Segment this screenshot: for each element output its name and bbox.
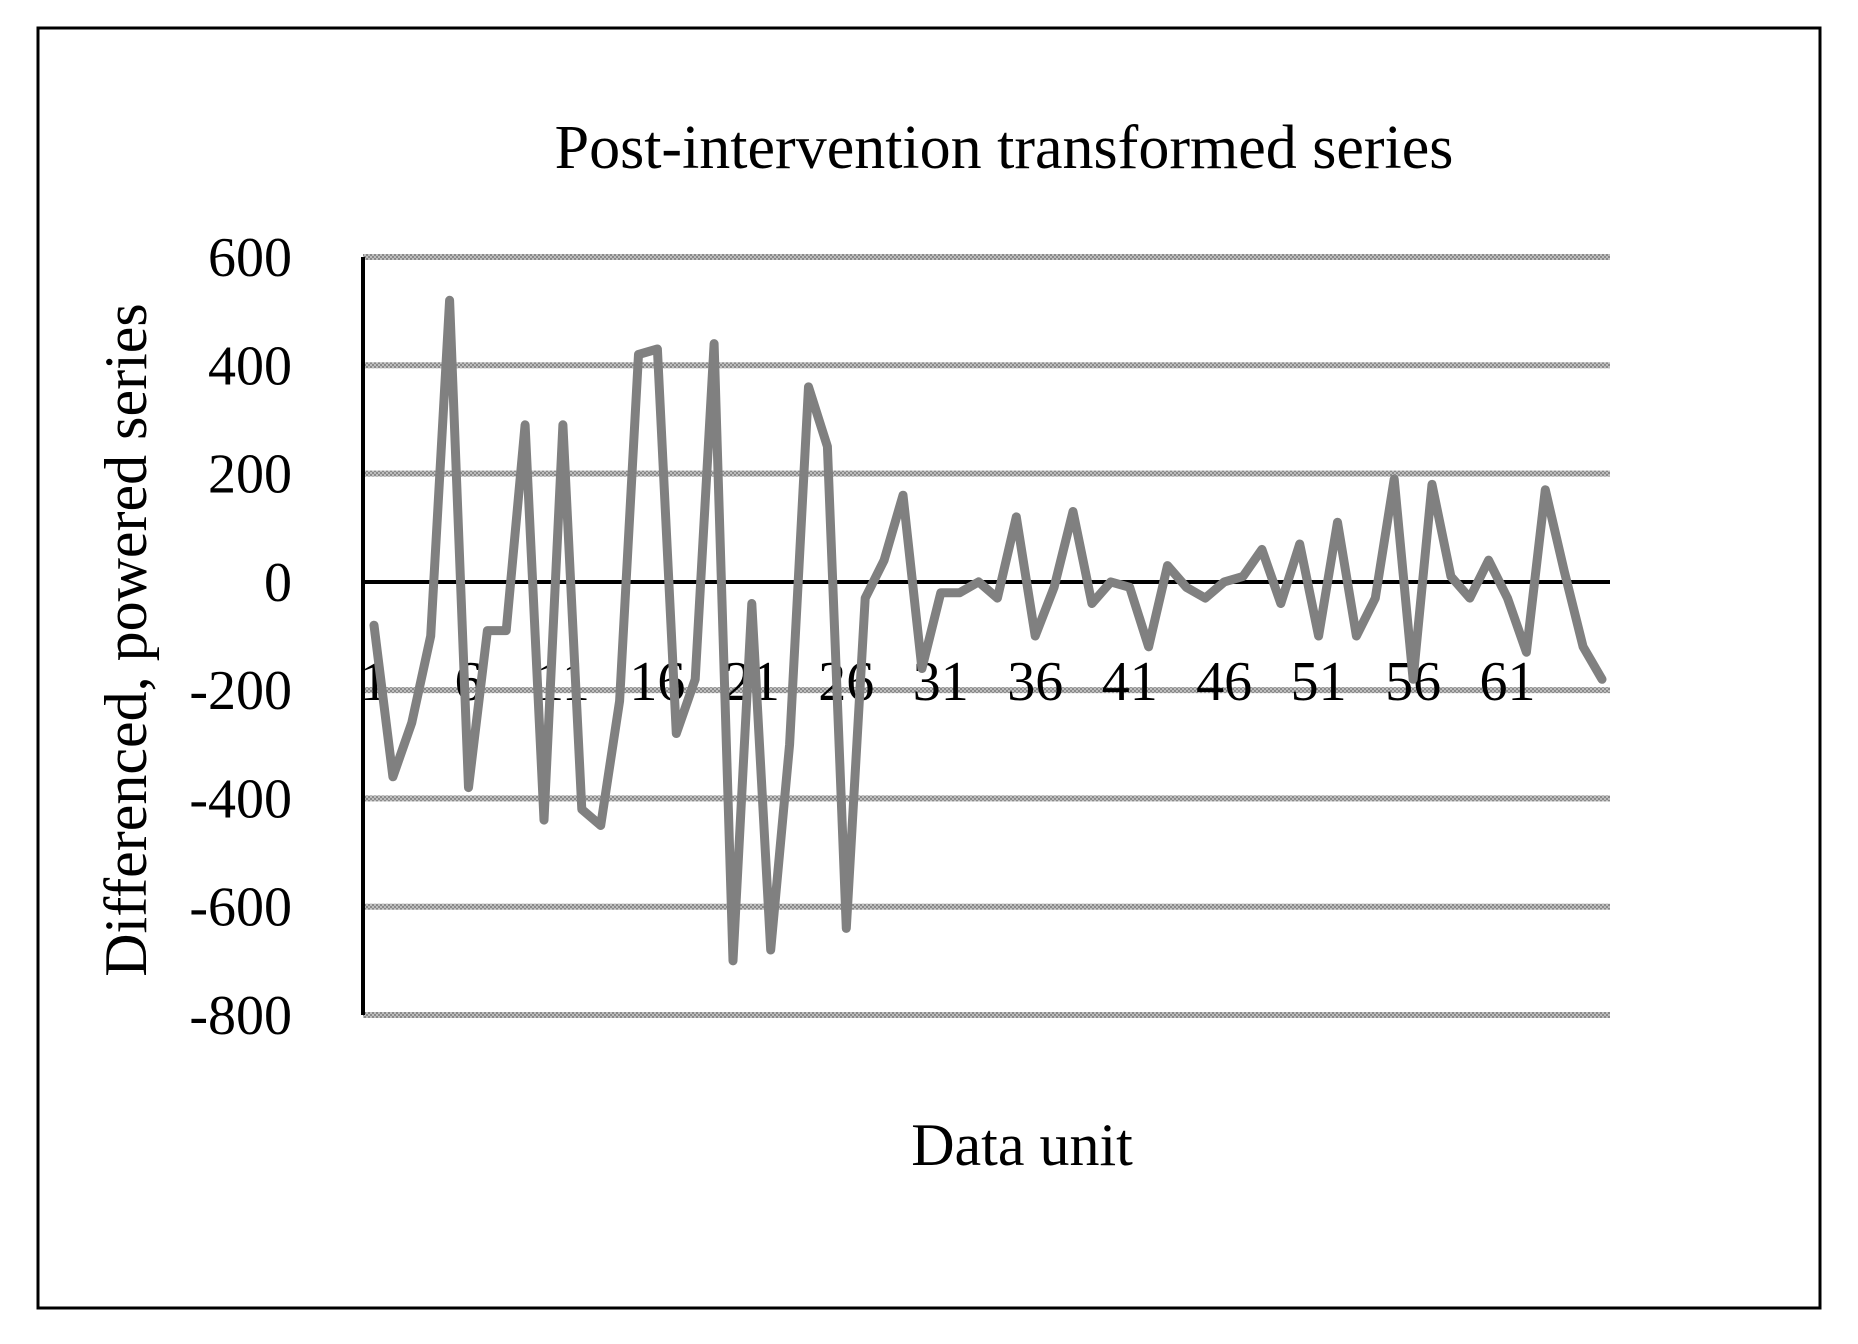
y-tick-label: -800	[189, 985, 292, 1047]
data-point	[635, 351, 642, 358]
y-tick-label: 400	[208, 335, 292, 397]
data-point	[1580, 643, 1587, 650]
y-tick-label: -600	[189, 877, 292, 939]
series-points	[371, 297, 1605, 964]
data-point	[1334, 519, 1341, 526]
data-point	[1485, 557, 1492, 564]
data-point	[843, 925, 850, 932]
data-point	[1447, 573, 1454, 580]
data-point	[1277, 600, 1284, 607]
data-point	[805, 383, 812, 390]
data-point	[1391, 476, 1398, 482]
data-point	[597, 822, 604, 829]
data-point	[1353, 633, 1360, 639]
x-tick-label: 11	[536, 651, 590, 713]
y-tick-label: 200	[208, 444, 292, 506]
data-point	[1466, 595, 1473, 602]
data-point	[541, 817, 547, 824]
y-axis-title: Differenced, powered series	[93, 303, 159, 977]
data-point	[900, 492, 906, 499]
data-point	[937, 589, 944, 596]
data-point	[503, 627, 510, 634]
data-point	[1032, 633, 1039, 639]
data-point	[1126, 584, 1133, 591]
x-tick-label: 61	[1480, 651, 1536, 713]
data-point	[1315, 633, 1322, 639]
data-point	[711, 340, 718, 347]
data-point	[1013, 513, 1020, 520]
data-point	[1429, 481, 1435, 488]
chart-title: Post-intervention transformed series	[555, 114, 1454, 182]
y-tick-label: 600	[208, 227, 292, 289]
gridline	[363, 903, 1610, 910]
x-tick-label: 36	[1007, 651, 1063, 713]
data-point	[1561, 568, 1568, 574]
data-point	[748, 600, 755, 607]
data-point	[1296, 541, 1303, 547]
chart-frame	[36, 26, 1822, 1310]
data-point	[1410, 676, 1417, 683]
data-point	[1523, 649, 1530, 656]
data-point	[427, 633, 434, 639]
data-point	[767, 947, 774, 953]
y-tick-labels: 600 400 200 0 -200 -400 -600 -800	[189, 227, 292, 1047]
data-point	[1372, 595, 1379, 602]
data-point	[1070, 508, 1076, 515]
data-point	[1183, 584, 1190, 591]
data-point	[1145, 643, 1152, 650]
series-line	[369, 295, 1607, 966]
data-point	[862, 595, 869, 602]
x-tick-label: 51	[1291, 651, 1347, 713]
data-point	[881, 557, 888, 564]
gridline	[363, 362, 1610, 369]
data-point	[786, 741, 793, 748]
data-point	[1164, 562, 1171, 569]
data-point	[389, 773, 396, 780]
data-point	[446, 297, 453, 304]
data-point	[371, 622, 377, 629]
data-point	[654, 346, 661, 352]
data-point	[918, 665, 925, 672]
data-point	[1202, 595, 1209, 602]
data-point	[578, 806, 585, 813]
y-tick-label: -400	[189, 768, 292, 830]
x-tick-labels: 1 6 11 16 21 26 31 36 41 46 51 56 61	[360, 651, 1536, 713]
data-point	[956, 589, 963, 596]
gridline	[363, 470, 1610, 477]
data-point	[559, 421, 566, 428]
data-point	[1088, 600, 1095, 607]
data-point	[1258, 546, 1265, 553]
data-point	[730, 957, 736, 964]
x-axis-title: Data unit	[911, 1112, 1133, 1178]
data-point	[1221, 578, 1228, 585]
y-tick-label: -200	[189, 660, 292, 722]
data-point	[616, 698, 623, 704]
data-point	[465, 784, 472, 791]
gridline	[363, 687, 1610, 694]
y-tick-label: 0	[264, 552, 292, 614]
data-point	[1051, 584, 1058, 591]
data-point	[1107, 578, 1114, 585]
data-point	[408, 719, 415, 726]
data-point	[522, 421, 529, 428]
gridline	[363, 254, 1610, 260]
data-point	[692, 676, 699, 683]
data-point	[1599, 676, 1605, 683]
gridlines	[363, 254, 1610, 1018]
x-tick-label: 46	[1196, 651, 1252, 713]
data-point	[994, 595, 1001, 602]
data-point	[673, 730, 680, 737]
data-point	[484, 627, 491, 634]
gridline	[363, 795, 1610, 802]
data-point	[1504, 595, 1511, 602]
data-point	[975, 578, 982, 585]
x-tick-label: 41	[1102, 651, 1158, 713]
gridline	[363, 1012, 1610, 1018]
data-point	[1240, 573, 1246, 580]
data-point	[1542, 486, 1549, 493]
data-point	[824, 443, 831, 450]
